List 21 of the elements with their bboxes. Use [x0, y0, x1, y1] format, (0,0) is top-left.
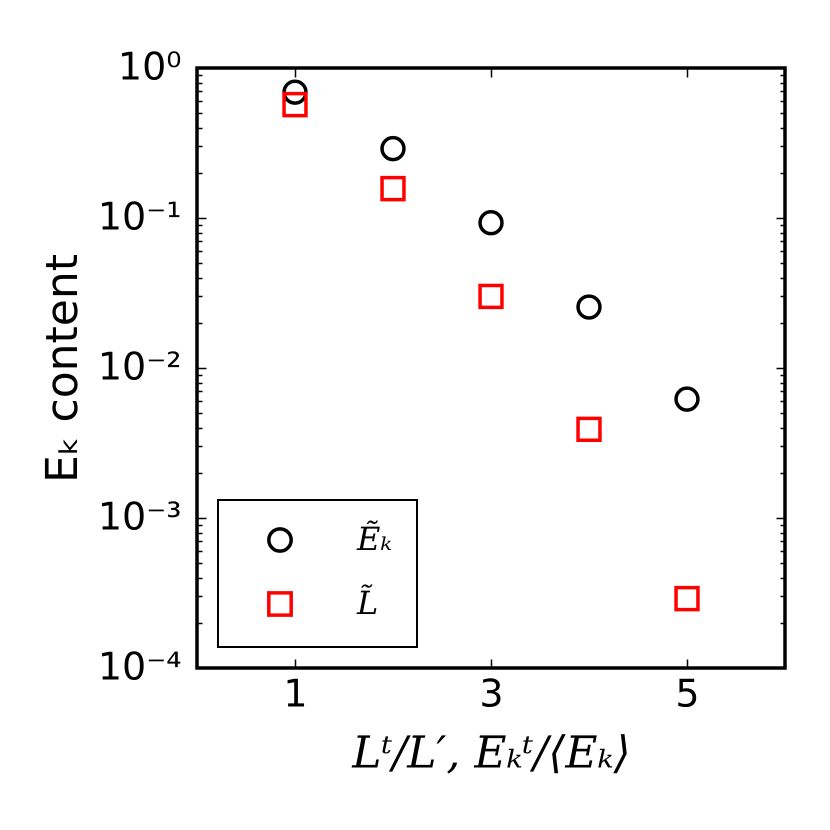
point [576, 416, 602, 442]
point [576, 294, 602, 320]
legend-label: Ẽₖ [356, 520, 392, 558]
y-axis-title: Eₖ content [36, 254, 88, 483]
point [674, 586, 700, 612]
legend-label: L̃ [356, 584, 378, 622]
x-tick-label: 1 [283, 672, 308, 716]
x-tick-label: 3 [479, 672, 504, 716]
x-axis-title: Lᵗ/L′, Eₖᵗ/⟨Eₖ⟩ [351, 728, 631, 778]
point [282, 92, 308, 118]
point [478, 210, 504, 236]
x-tick-label: 5 [675, 672, 700, 716]
y-tick-label: 10⁰ [118, 44, 182, 88]
y-tick-label: 10⁻⁴ [98, 644, 182, 688]
point [478, 284, 504, 310]
point [380, 136, 406, 162]
y-tick-label: 10⁻³ [98, 494, 182, 538]
point [674, 386, 700, 412]
y-tick-label: 10⁻² [98, 344, 182, 388]
y-tick-label: 10⁻¹ [98, 194, 182, 238]
point [380, 176, 406, 202]
